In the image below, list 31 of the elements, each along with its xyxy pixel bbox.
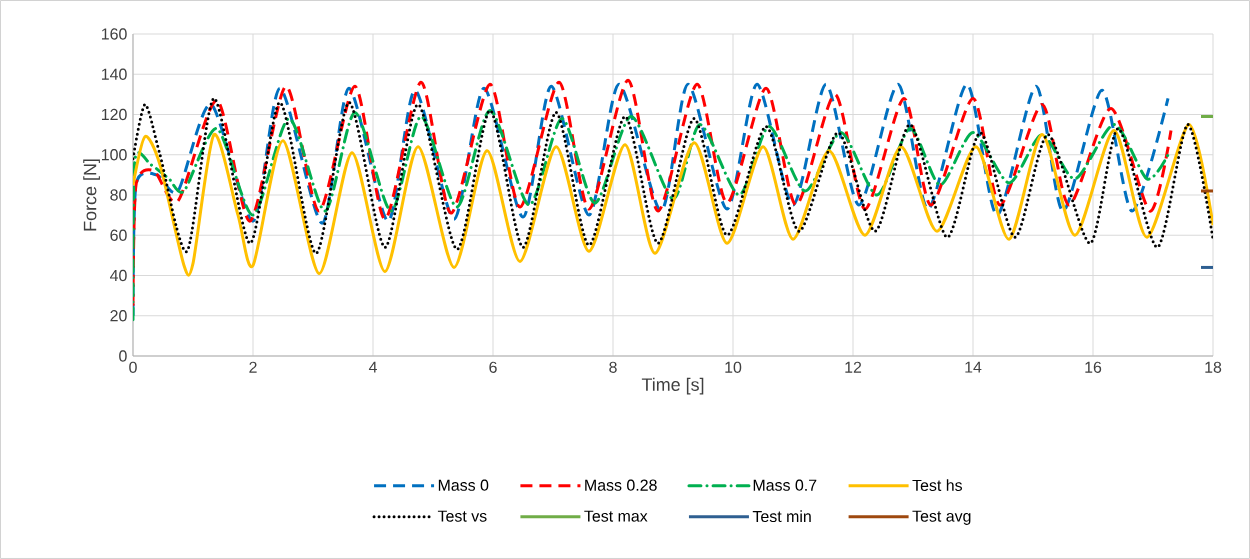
line-series [133,123,1214,275]
x-tick-label: 12 [845,361,862,373]
y-tick-label: 20 [110,310,127,322]
legend-label: Test vs [437,510,487,522]
x-tick-label: 10 [725,361,742,373]
x-tick-label: 0 [129,361,137,373]
y-tick-label: 40 [109,269,127,282]
legend-label: Test hs [912,479,963,492]
x-tick-label: 14 [965,361,982,373]
y-tick-label: 80 [110,189,127,201]
y-tick-label: 140 [101,68,127,80]
y-axis-title: Force [N] [83,159,100,231]
y-tick-label: 160 [101,28,127,40]
x-tick-label: 16 [1085,361,1102,373]
x-tick-label: 18 [1205,361,1222,373]
x-tick-label: 2 [249,361,257,373]
x-axis-title: Time [s] [641,377,704,395]
y-tick-label: 0 [119,350,127,362]
line-series [133,96,1214,255]
x-tick-label: 6 [489,361,497,373]
y-tick-label: 120 [101,108,127,121]
y-tick-label: 60 [110,229,127,241]
legend-label: Test min [752,510,811,523]
y-tick-label: 100 [101,149,127,161]
x-tick-label: 8 [609,361,617,373]
legend-label: Test max [584,510,648,522]
legend-label: Mass 0 [438,479,489,491]
legend-label: Test avg [912,510,971,525]
legend-label: Mass 0.28 [585,479,657,491]
legend-label: Mass 0.7 [753,479,817,491]
x-tick-label: 4 [368,361,377,373]
